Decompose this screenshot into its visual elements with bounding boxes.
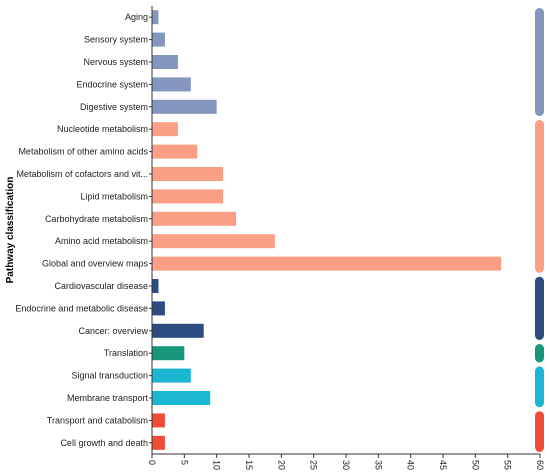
category-label: Endocrine and metabolic disease — [15, 303, 148, 313]
x-tick-label: 15 — [244, 460, 254, 470]
category-label: Cardiovascular disease — [54, 281, 148, 291]
category-label: Transport and catabolism — [47, 415, 148, 425]
bar-13 — [152, 301, 165, 316]
bar-6 — [152, 144, 198, 159]
bar-15 — [152, 346, 185, 361]
bar-0 — [152, 10, 159, 25]
group-strip-2 — [535, 276, 544, 340]
category-label: Lipid metabolism — [80, 191, 148, 201]
x-tick-label: 35 — [373, 460, 383, 470]
bar-12 — [152, 279, 159, 293]
group-strip-0 — [535, 8, 544, 116]
x-tick-label: 20 — [276, 460, 286, 470]
x-tick-label: 60 — [535, 460, 545, 470]
bar-9 — [152, 211, 237, 226]
bar-2 — [152, 55, 178, 69]
category-label: Endocrine system — [76, 79, 148, 89]
bar-4 — [152, 99, 217, 114]
category-label: Digestive system — [80, 102, 148, 112]
category-label: Aging — [125, 12, 148, 22]
category-label: Sensory system — [84, 35, 148, 45]
category-label: Signal transduction — [71, 371, 148, 381]
x-tick-label: 10 — [212, 460, 222, 470]
bar-16 — [152, 368, 191, 383]
y-axis-title: Pathway classification — [5, 177, 16, 284]
x-tick-label: 0 — [147, 460, 157, 465]
group-strip-4 — [535, 366, 544, 408]
x-tick-label: 30 — [341, 460, 351, 470]
bar-19 — [152, 435, 165, 450]
bar-10 — [152, 234, 275, 249]
x-ticks: 0 5 10 15 20 25 30 35 40 45 50 55 60 — [147, 454, 545, 470]
bar-11 — [152, 256, 502, 271]
category-labels: Aging Sensory system Nervous system Endocri… — [15, 12, 152, 448]
category-label: Metabolism of cofactors and vit... — [16, 169, 148, 179]
category-label: Nervous system — [83, 57, 148, 67]
bar-1 — [152, 32, 165, 47]
x-tick-label: 50 — [470, 460, 480, 470]
category-label: Amino acid metabolism — [55, 236, 148, 246]
category-label: Cancer: overview — [78, 326, 148, 336]
bar-17 — [152, 391, 211, 405]
category-label: Translation — [104, 348, 148, 358]
group-strips — [535, 8, 544, 452]
bars-group — [152, 10, 502, 450]
x-tick-label: 5 — [179, 460, 189, 465]
bar-8 — [152, 189, 224, 204]
group-strip-5 — [535, 411, 544, 452]
category-label: Carbohydrate metabolism — [45, 214, 148, 224]
bar-3 — [152, 77, 191, 92]
bar-14 — [152, 323, 204, 338]
category-label: Membrane transport — [67, 393, 149, 403]
x-tick-label: 45 — [438, 460, 448, 470]
x-tick-label: 55 — [503, 460, 513, 470]
x-tick-label: 40 — [406, 460, 416, 470]
group-strip-1 — [535, 120, 544, 273]
category-label: Cell growth and death — [60, 438, 148, 448]
x-tick-label: 25 — [309, 460, 319, 470]
category-label: Metabolism of other amino acids — [18, 147, 148, 157]
bar-18 — [152, 413, 165, 428]
category-label: Global and overview maps — [42, 259, 149, 269]
bar-7 — [152, 167, 224, 181]
group-strip-3 — [535, 344, 544, 363]
category-label: Nucleotide metabolism — [57, 124, 148, 134]
bar-5 — [152, 122, 178, 137]
